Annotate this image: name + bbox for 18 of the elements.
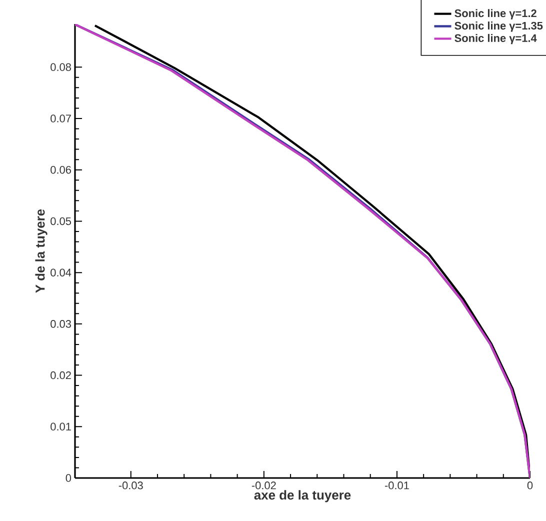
x-tick-label: -0.01 [384, 482, 409, 490]
y-tick-label: 0.07 [50, 114, 71, 122]
x-tick-label: -0.03 [118, 482, 143, 490]
y-tick-label: 0.01 [50, 422, 71, 431]
y-tick-label: 0.03 [50, 320, 71, 328]
x-tick-label: 0 [527, 482, 533, 490]
legend-label: Sonic line γ=1.35 [454, 22, 543, 32]
x-tick-label: -0.02 [252, 482, 276, 490]
y-tick-label: 0.05 [50, 217, 72, 226]
y-tick-label: 0.06 [50, 166, 71, 174]
y-axis-title: Y de la tuyere [35, 209, 48, 293]
legend-label: Sonic line γ=1.4 [454, 34, 537, 44]
legend-label: Sonic line γ=1.2 [454, 9, 536, 20]
y-tick-label: 0 [66, 474, 72, 482]
x-axis-title: axe de la tuyere [254, 490, 351, 502]
y-tick-label: 0.08 [50, 63, 71, 72]
y-tick-label: 0.02 [50, 371, 71, 380]
y-tick-label: 0.04 [50, 268, 72, 276]
